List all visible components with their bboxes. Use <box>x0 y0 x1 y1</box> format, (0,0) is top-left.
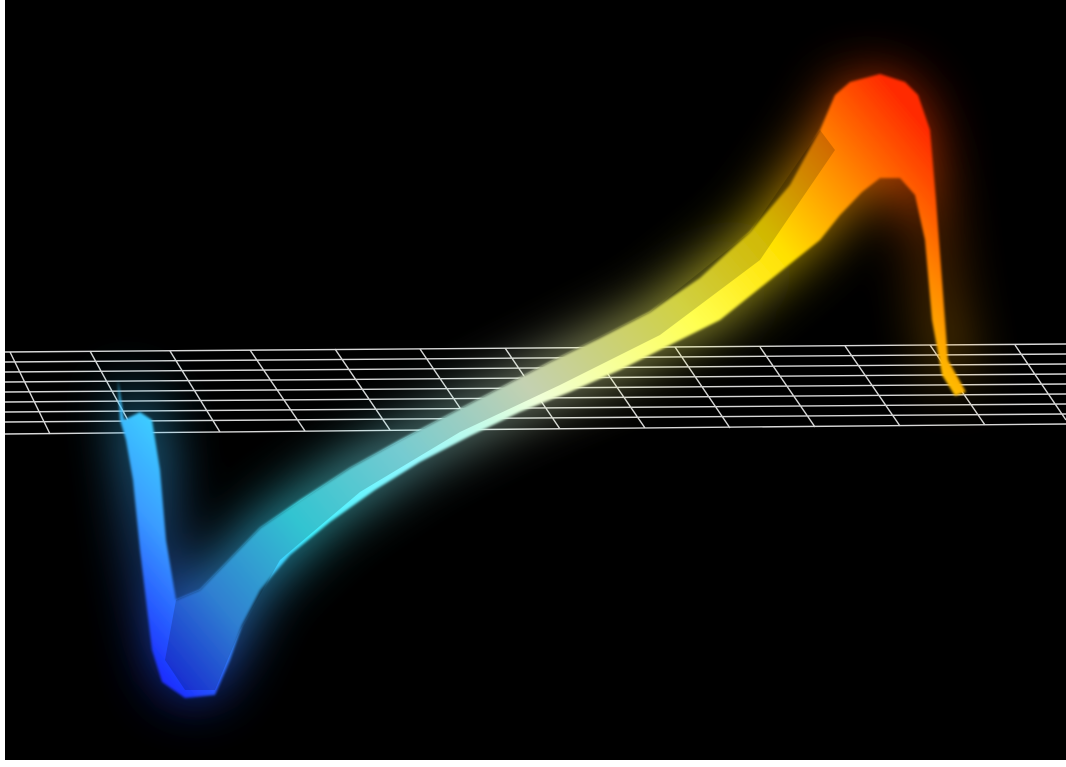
surface-render <box>0 0 1066 767</box>
page <box>0 0 1066 767</box>
